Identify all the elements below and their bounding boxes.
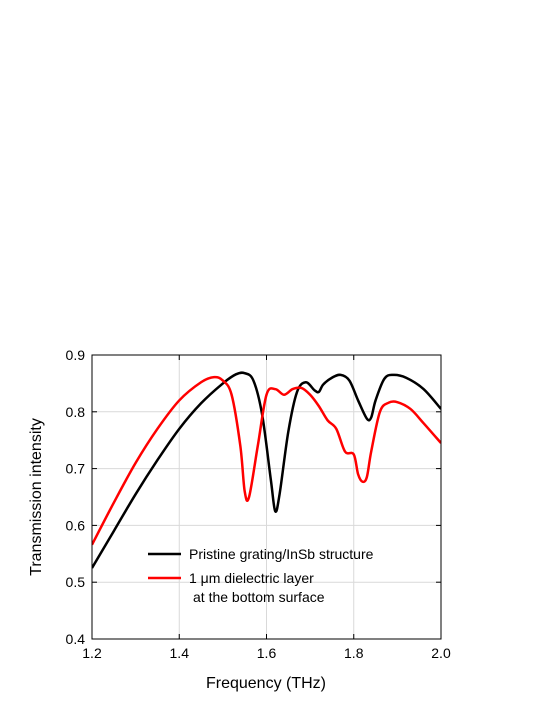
y-tick-label-0: 0.4 bbox=[66, 631, 86, 647]
y-tick-label-4: 0.8 bbox=[66, 404, 86, 420]
x-tick-label-2: 1.6 bbox=[257, 645, 277, 661]
x-axis-title: Frequency (THz) bbox=[206, 675, 326, 692]
series-lines bbox=[92, 371, 441, 569]
x-axis-ticks: 1.2 1.4 1.6 1.8 2.0 bbox=[82, 355, 451, 661]
y-axis-ticks: 0.4 0.5 0.6 0.7 0.8 0.9 bbox=[66, 347, 441, 647]
y-axis-title: Transmission intensity bbox=[28, 418, 45, 576]
y-tick-label-3: 0.7 bbox=[66, 461, 86, 477]
series-line-pristine bbox=[92, 371, 441, 569]
legend-label-pristine: Pristine grating/InSb structure bbox=[189, 546, 374, 562]
x-tick-label-4: 2.0 bbox=[431, 645, 451, 661]
grid-lines bbox=[92, 355, 441, 639]
y-tick-label-2: 0.6 bbox=[66, 517, 86, 533]
x-tick-label-1: 1.4 bbox=[170, 645, 190, 661]
x-tick-label-0: 1.2 bbox=[82, 645, 102, 661]
x-tick-label-3: 1.8 bbox=[344, 645, 364, 661]
y-tick-label-1: 0.5 bbox=[66, 574, 86, 590]
y-tick-label-5: 0.9 bbox=[66, 347, 86, 363]
legend-label-dielectric-line2: at the bottom surface bbox=[193, 589, 325, 605]
legend-label-dielectric: 1 μm dielectric layer bbox=[189, 570, 314, 586]
legend: Pristine grating/InSb structure 1 μm die… bbox=[148, 546, 374, 605]
series-line-dielectric bbox=[92, 375, 441, 546]
